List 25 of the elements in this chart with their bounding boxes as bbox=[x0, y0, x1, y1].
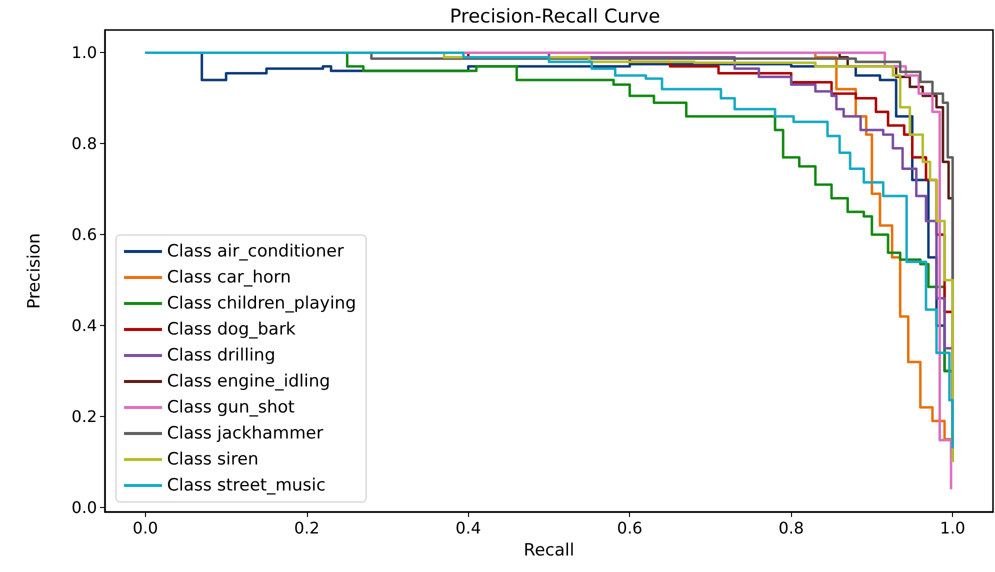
x-tick-label: 0.0 bbox=[132, 518, 158, 538]
y-tick-label: 0.2 bbox=[72, 407, 97, 426]
y-tick-label: 0.4 bbox=[72, 316, 97, 336]
y-axis-title: Precision bbox=[24, 233, 44, 309]
y-tick-label: 0.0 bbox=[72, 498, 97, 517]
legend-label: Class car_horn bbox=[167, 268, 292, 288]
x-tick-label: 0.2 bbox=[294, 518, 320, 538]
x-tick-label: 0.6 bbox=[617, 518, 642, 538]
legend-label: Class street_music bbox=[167, 476, 326, 496]
legend-label: Class jackhammer bbox=[167, 424, 324, 444]
x-tick-label: 0.4 bbox=[456, 518, 481, 538]
x-axis-title: Recall bbox=[524, 540, 574, 560]
legend-label: Class drilling bbox=[167, 346, 276, 366]
y-tick-label: 0.6 bbox=[72, 225, 97, 244]
legend-label: Class dog_bark bbox=[167, 320, 296, 340]
y-tick-label: 1.0 bbox=[72, 43, 97, 62]
legend-label: Class children_playing bbox=[167, 294, 356, 314]
y-tick-label: 0.8 bbox=[72, 134, 97, 154]
legend-label: Class engine_idling bbox=[167, 372, 330, 392]
legend-label: Class gun_shot bbox=[167, 398, 295, 418]
chart-title: Precision-Recall Curve bbox=[450, 6, 660, 28]
legend-label: Class siren bbox=[167, 450, 259, 470]
legend-label: Class air_conditioner bbox=[167, 242, 344, 262]
x-tick-label: 1.0 bbox=[940, 518, 966, 538]
x-tick-label: 0.8 bbox=[778, 518, 804, 538]
